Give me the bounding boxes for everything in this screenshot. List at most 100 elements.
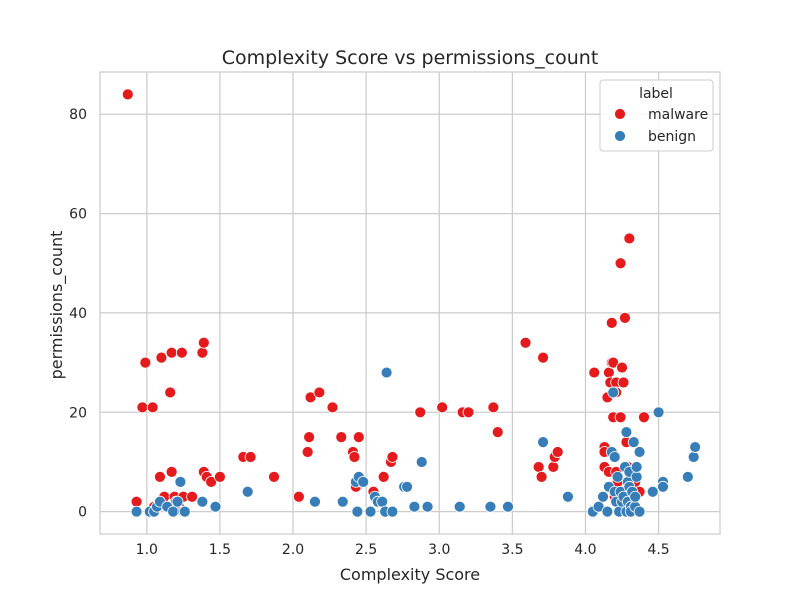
- point-benign: [502, 500, 514, 513]
- point-malware: [588, 366, 601, 379]
- point-malware: [130, 495, 143, 508]
- point-malware: [614, 257, 627, 270]
- point-malware: [487, 401, 500, 414]
- legend-box: [599, 79, 714, 152]
- point-benign: [611, 470, 624, 483]
- legend-title: label: [639, 86, 673, 102]
- x-tick-labels: 1.0 1.5 2.0 2.5 3.0 3.5 4.0 4.5: [136, 542, 670, 558]
- point-malware: [186, 490, 199, 503]
- data-points: [121, 88, 702, 518]
- point-malware: [607, 356, 620, 369]
- point-malware: [121, 88, 134, 101]
- point-malware: [139, 356, 152, 369]
- point-benign: [484, 500, 497, 513]
- legend-marker-malware: [614, 108, 626, 120]
- plot-frame: [99, 71, 721, 535]
- point-benign: [351, 505, 364, 518]
- x-tick-label: 1.0: [136, 542, 158, 558]
- point-malware: [313, 386, 326, 399]
- point-benign: [657, 480, 669, 493]
- point-malware: [547, 461, 560, 473]
- point-malware: [602, 366, 615, 379]
- point-benign: [689, 441, 702, 453]
- point-malware: [154, 470, 166, 483]
- point-benign: [408, 500, 421, 513]
- point-malware: [301, 446, 314, 458]
- x-tick-label: 4.0: [574, 542, 596, 558]
- point-malware: [386, 451, 399, 463]
- x-tick-label: 2.0: [282, 542, 304, 558]
- point-benign: [687, 451, 700, 463]
- point-malware: [414, 406, 427, 419]
- point-malware: [491, 426, 504, 439]
- point-benign: [357, 475, 370, 488]
- point-malware: [165, 346, 178, 359]
- point-benign: [562, 490, 574, 503]
- x-tick-label: 3.0: [428, 542, 450, 558]
- point-malware: [616, 361, 628, 374]
- point-benign: [630, 461, 643, 473]
- point-benign: [380, 366, 393, 379]
- point-malware: [146, 401, 159, 414]
- point-benign: [386, 505, 399, 518]
- point-malware: [348, 451, 361, 463]
- point-benign: [453, 500, 466, 513]
- point-benign: [601, 505, 614, 518]
- point-benign: [607, 386, 620, 399]
- point-benign: [652, 406, 665, 419]
- point-malware: [136, 401, 149, 414]
- y-tick-label: 40: [69, 306, 87, 322]
- point-malware: [436, 401, 449, 414]
- point-malware: [623, 232, 636, 245]
- point-benign: [633, 505, 646, 518]
- point-malware: [335, 431, 348, 444]
- point-malware: [462, 406, 475, 419]
- series-benign: [130, 366, 702, 518]
- point-benign: [537, 436, 549, 449]
- point-benign: [681, 470, 694, 483]
- point-malware: [377, 470, 390, 483]
- point-benign: [209, 500, 222, 513]
- chart-title: Complexity Score vs permissions_count: [222, 47, 599, 69]
- point-benign: [646, 485, 659, 498]
- point-malware: [292, 490, 305, 503]
- point-malware: [519, 336, 532, 349]
- point-benign: [592, 500, 605, 513]
- point-malware: [532, 461, 545, 473]
- point-malware: [535, 470, 548, 483]
- point-malware: [638, 411, 650, 424]
- point-malware: [214, 470, 226, 483]
- point-malware: [197, 336, 210, 349]
- point-benign: [629, 490, 642, 503]
- point-malware: [326, 401, 339, 414]
- point-malware: [303, 431, 316, 444]
- point-malware: [165, 465, 178, 478]
- point-benign: [196, 495, 209, 508]
- point-benign: [376, 495, 389, 508]
- point-benign: [130, 505, 143, 518]
- y-tick-labels: 0 20 40 60 80: [69, 107, 87, 520]
- point-benign: [241, 485, 254, 498]
- y-tick-label: 60: [69, 207, 87, 223]
- x-tick-label: 4.5: [647, 542, 669, 558]
- y-tick-label: 80: [69, 107, 87, 123]
- x-tick-label: 1.5: [209, 542, 231, 558]
- point-malware: [244, 451, 257, 463]
- point-benign: [364, 505, 377, 518]
- point-benign: [620, 426, 633, 439]
- point-malware: [164, 386, 177, 399]
- point-malware: [605, 316, 618, 329]
- point-benign: [415, 456, 428, 468]
- point-benign: [309, 495, 321, 508]
- point-benign: [633, 446, 646, 458]
- point-benign: [627, 436, 640, 449]
- point-benign: [171, 495, 184, 508]
- point-benign: [167, 505, 180, 518]
- point-benign: [336, 495, 349, 508]
- point-malware: [551, 446, 564, 458]
- point-benign: [401, 480, 413, 493]
- point-malware: [196, 346, 209, 359]
- point-malware: [155, 351, 168, 364]
- x-axis-label: Complexity Score: [340, 565, 480, 584]
